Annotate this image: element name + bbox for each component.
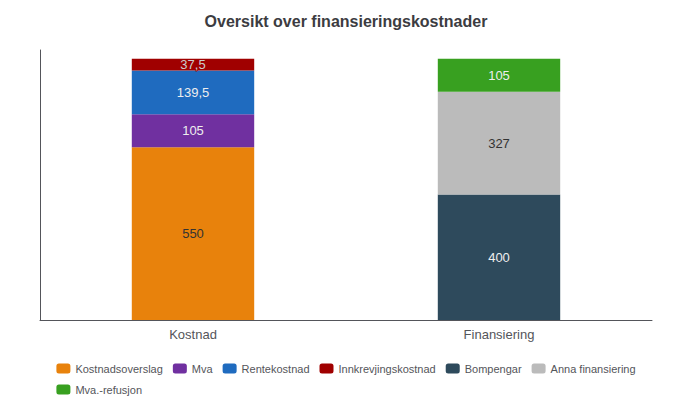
svg-text:400: 400: [488, 250, 510, 265]
svg-text:37,5: 37,5: [180, 57, 205, 72]
svg-text:Bompengar: Bompengar: [465, 363, 522, 375]
svg-text:Rentekostnad: Rentekostnad: [242, 363, 310, 375]
svg-text:Oversikt over finansieringskos: Oversikt over finansieringskostnader: [205, 13, 488, 30]
svg-text:105: 105: [182, 123, 204, 138]
svg-text:Anna finansiering: Anna finansiering: [551, 363, 636, 375]
svg-text:Kostnadsoverslag: Kostnadsoverslag: [75, 363, 162, 375]
svg-text:Mva: Mva: [192, 363, 214, 375]
svg-text:Innkrevjingskostnad: Innkrevjingskostnad: [339, 363, 436, 375]
svg-text:550: 550: [182, 226, 204, 241]
svg-text:Kostnad: Kostnad: [169, 327, 217, 342]
svg-text:327: 327: [488, 136, 510, 151]
svg-text:139,5: 139,5: [177, 85, 210, 100]
svg-text:Mva.-refusjon: Mva.-refusjon: [75, 384, 142, 396]
svg-text:Finansiering: Finansiering: [464, 327, 535, 342]
svg-text:105: 105: [488, 68, 510, 83]
